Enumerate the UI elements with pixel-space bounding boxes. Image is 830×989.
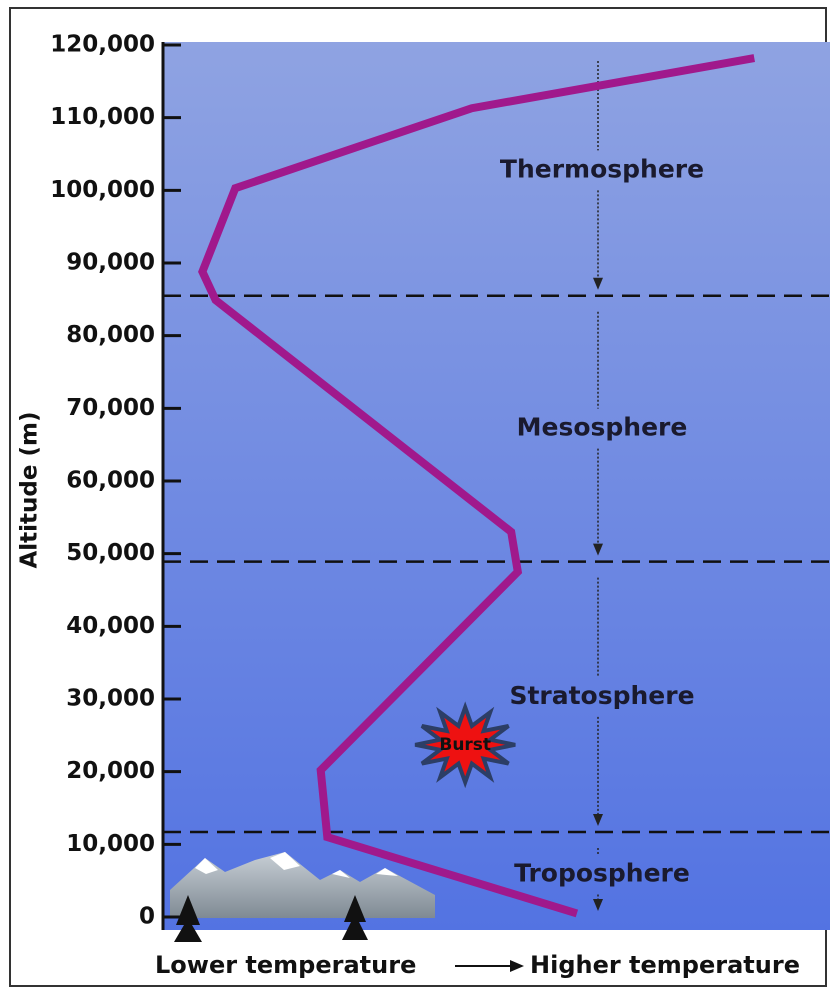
- layer-label: Stratosphere: [509, 681, 694, 710]
- chart: Altitude (m) Lower temperature Higher te…: [0, 0, 830, 989]
- y-tick-label: 20,000: [66, 758, 155, 784]
- layer-label: Troposphere: [514, 858, 690, 887]
- y-tick-label: 40,000: [66, 613, 155, 639]
- y-tick-label: 120,000: [50, 32, 155, 58]
- y-tick-label: 10,000: [66, 831, 155, 857]
- y-tick-label: 90,000: [66, 250, 155, 276]
- x-label-high: Higher temperature: [530, 951, 800, 979]
- layer-label: Thermosphere: [500, 154, 704, 183]
- y-axis-label: Altitude (m): [17, 412, 43, 569]
- y-tick-label: 110,000: [50, 104, 155, 130]
- page: {"chart_data": { "type": "line", "y_labe…: [0, 0, 830, 989]
- burst-label: Burst: [439, 735, 491, 755]
- y-tick-label: 80,000: [66, 322, 155, 348]
- y-tick-label: 0: [139, 904, 155, 930]
- y-tick-label: 50,000: [66, 540, 155, 566]
- y-tick-label: 30,000: [66, 686, 155, 712]
- x-label-low: Lower temperature: [155, 951, 416, 979]
- layer-label: Mesosphere: [517, 413, 688, 442]
- y-tick-label: 60,000: [66, 468, 155, 494]
- y-tick-label: 70,000: [66, 395, 155, 421]
- y-tick-label: 100,000: [50, 177, 155, 203]
